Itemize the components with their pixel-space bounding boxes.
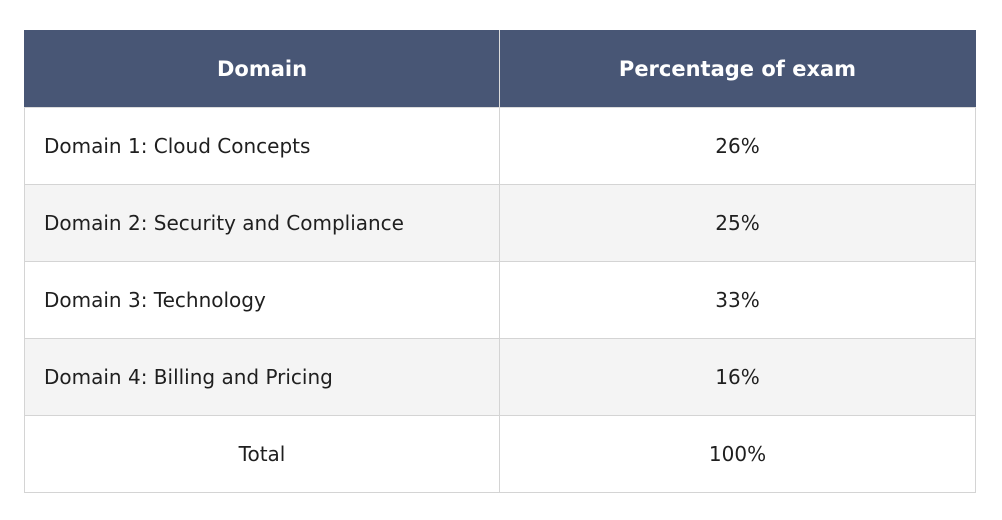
percentage-cell: 26% (499, 107, 976, 185)
percentage-cell: 25% (499, 184, 976, 262)
total-row: Total 100% (24, 415, 976, 493)
table-row: Domain 3: Technology 33% (24, 261, 976, 339)
table-row: Domain 2: Security and Compliance 25% (24, 184, 976, 262)
table-row: Domain 4: Billing and Pricing 16% (24, 338, 976, 416)
header-domain: Domain (24, 30, 500, 108)
table-header: Domain Percentage of exam (24, 30, 976, 108)
table-row: Domain 1: Cloud Concepts 26% (24, 107, 976, 185)
header-percentage: Percentage of exam (499, 30, 976, 108)
domain-cell: Domain 4: Billing and Pricing (24, 338, 500, 416)
total-percentage: 100% (499, 415, 976, 493)
percentage-cell: 33% (499, 261, 976, 339)
header-row: Domain Percentage of exam (24, 30, 976, 108)
total-label: Total (24, 415, 500, 493)
exam-domains-table: Domain Percentage of exam Domain 1: Clou… (24, 30, 976, 493)
percentage-cell: 16% (499, 338, 976, 416)
domain-cell: Domain 1: Cloud Concepts (24, 107, 500, 185)
domain-cell: Domain 2: Security and Compliance (24, 184, 500, 262)
domain-cell: Domain 3: Technology (24, 261, 500, 339)
table-body: Domain 1: Cloud Concepts 26% Domain 2: S… (24, 107, 976, 493)
